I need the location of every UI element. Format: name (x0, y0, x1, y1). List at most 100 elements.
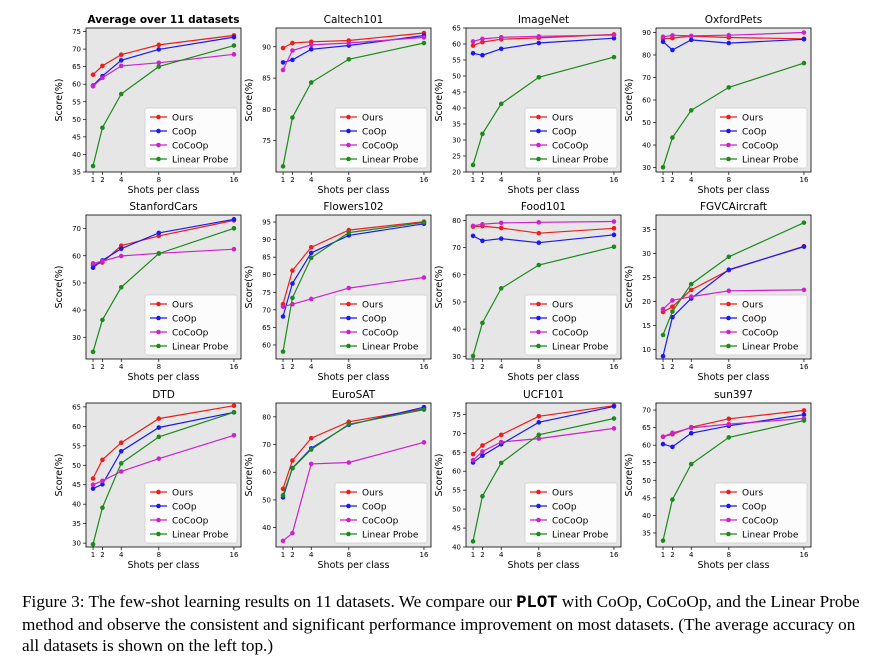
legend-label: CoOp (552, 502, 577, 512)
y-tick-label: 60 (72, 81, 81, 89)
data-point-cocoop (346, 460, 352, 465)
data-point-coop (470, 233, 476, 239)
data-point-coop (90, 486, 96, 491)
legend-box (714, 482, 808, 544)
legend-label: CoCoOp (362, 141, 399, 151)
x-axis-label: Shots per class (508, 372, 580, 383)
data-point-cocoop (280, 67, 286, 73)
legend-marker-cocoop (726, 142, 731, 148)
legend-marker-linear-probe (536, 156, 541, 162)
data-point-ours (118, 52, 124, 57)
legend-marker-linear-probe (346, 343, 351, 349)
data-point-linear-probe (280, 349, 286, 354)
legend-label: Ours (552, 113, 573, 123)
data-point-cocoop (118, 63, 124, 69)
data-point-linear-probe (280, 164, 286, 169)
y-tick-label: 35 (642, 529, 651, 537)
y-axis-label: Score(%) (434, 265, 445, 308)
x-tick-label: 8 (727, 551, 731, 559)
y-tick-label: 75 (452, 411, 461, 419)
legend: Ours CoOp CoCoOp Linear Probe (524, 482, 618, 544)
y-tick-label: 20 (642, 298, 651, 306)
data-point-cocoop (118, 469, 124, 474)
legend-label: Ours (172, 488, 193, 498)
y-tick-label: 45 (72, 133, 81, 141)
data-point-cocoop (498, 220, 504, 226)
y-tick-label: 75 (262, 289, 271, 297)
data-point-ours (470, 451, 476, 457)
data-point-cocoop (156, 60, 162, 66)
y-tick-label: 70 (642, 74, 651, 82)
data-point-linear-probe (726, 254, 732, 260)
data-point-coop (231, 217, 237, 222)
y-axis-label: Score(%) (624, 265, 635, 308)
data-point-coop (801, 412, 807, 417)
data-point-ours (670, 304, 675, 309)
x-tick-label: 8 (727, 363, 731, 371)
legend-label: Ours (362, 300, 383, 310)
data-point-cocoop (308, 461, 314, 467)
legend-marker-coop (156, 128, 161, 134)
data-point-linear-probe (611, 54, 617, 60)
data-point-cocoop (421, 275, 427, 280)
chart-title: sun397 (714, 389, 753, 401)
x-tick-label: 2 (100, 363, 104, 371)
x-tick-label: 16 (229, 176, 238, 184)
data-point-linear-probe (231, 410, 237, 415)
y-tick-label: 60 (642, 442, 651, 450)
data-point-linear-probe (118, 461, 124, 466)
data-point-coop (498, 46, 504, 52)
data-point-linear-probe (90, 349, 96, 355)
y-tick-label: 30 (452, 353, 461, 361)
data-point-linear-probe (421, 40, 427, 46)
data-point-linear-probe (480, 320, 485, 326)
legend-label: CoOp (742, 127, 767, 137)
x-tick-label: 8 (157, 551, 161, 559)
data-point-linear-probe (480, 131, 485, 137)
legend-marker-linear-probe (726, 531, 731, 537)
chart-title: DTD (152, 389, 175, 401)
y-axis-label: Score(%) (434, 453, 445, 496)
data-point-coop (611, 232, 617, 238)
data-point-linear-probe (308, 447, 314, 452)
data-point-linear-probe (156, 434, 162, 440)
legend: Ours CoOp CoCoOp Linear Probe (524, 107, 618, 169)
y-tick-label: 80 (262, 271, 271, 279)
data-point-cocoop (480, 36, 485, 42)
data-point-cocoop (726, 288, 732, 294)
data-point-linear-probe (660, 538, 666, 543)
data-point-cocoop (726, 421, 732, 427)
x-tick-label: 1 (661, 176, 665, 184)
data-point-linear-probe (801, 418, 807, 423)
legend-box (334, 482, 428, 544)
legend-marker-linear-probe (346, 531, 351, 537)
legend-label: Linear Probe (172, 342, 229, 352)
data-point-linear-probe (688, 281, 694, 287)
y-tick-label: 60 (452, 271, 461, 279)
legend-label: CoOp (172, 127, 197, 137)
data-point-ours (90, 72, 96, 78)
legend: Ours CoOp CoCoOp Linear Probe (144, 107, 238, 169)
legend-box (524, 482, 618, 544)
legend-label: Ours (742, 488, 763, 498)
x-axis-label: Shots per class (698, 560, 770, 571)
data-point-linear-probe (670, 497, 675, 502)
legend-label: CoCoOp (362, 328, 399, 338)
legend-marker-coop (726, 128, 731, 134)
data-point-coop (611, 35, 617, 41)
legend-marker-linear-probe (726, 156, 731, 162)
data-point-cocoop (290, 48, 295, 53)
plot-frame (275, 402, 432, 548)
x-tick-label: 8 (347, 176, 351, 184)
data-point-ours (156, 42, 162, 48)
legend-marker-coop (726, 503, 731, 509)
data-point-coop (670, 47, 675, 53)
legend-marker-ours (726, 114, 731, 120)
legend-marker-ours (726, 489, 731, 495)
data-point-linear-probe (290, 115, 295, 120)
x-tick-label: 2 (100, 176, 104, 184)
legend: Ours CoOp CoCoOp Linear Probe (714, 107, 808, 169)
y-tick-label: 30 (642, 250, 651, 258)
y-tick-label: 40 (452, 544, 461, 552)
y-tick-label: 60 (452, 41, 461, 49)
